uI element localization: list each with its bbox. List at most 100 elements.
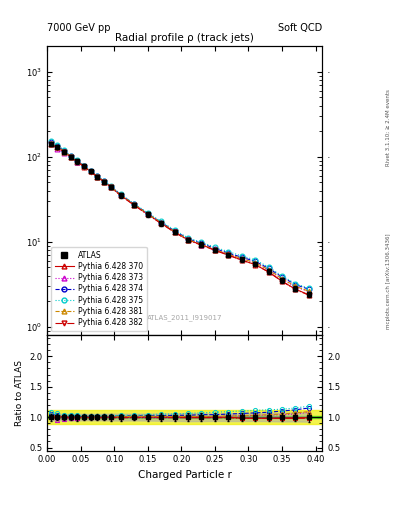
Pythia 6.428 382 [280, 278, 285, 284]
Pythia 6.428 381 [239, 255, 244, 262]
Line: Pythia 6.428 373: Pythia 6.428 373 [48, 142, 311, 294]
Pythia 6.428 381 [213, 247, 217, 253]
Pythia 6.428 373 [307, 289, 311, 295]
Pythia 6.428 382 [102, 179, 107, 185]
Pythia 6.428 373 [75, 159, 80, 165]
Pythia 6.428 370 [307, 292, 311, 298]
Pythia 6.428 373 [293, 284, 298, 290]
Pythia 6.428 370 [82, 163, 86, 169]
Pythia 6.428 374 [48, 139, 53, 145]
Pythia 6.428 374 [82, 163, 86, 169]
Pythia 6.428 382 [48, 141, 53, 147]
Pythia 6.428 375 [186, 234, 191, 241]
Pythia 6.428 370 [75, 159, 80, 165]
Pythia 6.428 381 [55, 143, 60, 150]
Pythia 6.428 373 [102, 179, 107, 185]
Pythia 6.428 374 [62, 148, 66, 154]
Bar [47, 410, 322, 424]
Pythia 6.428 374 [55, 143, 60, 149]
Pythia 6.428 381 [226, 251, 231, 257]
Pythia 6.428 375 [108, 183, 113, 189]
Pythia 6.428 374 [266, 265, 271, 271]
X-axis label: Charged Particle r: Charged Particle r [138, 470, 231, 480]
Pythia 6.428 370 [62, 148, 66, 155]
Pythia 6.428 375 [253, 257, 257, 263]
Pythia 6.428 382 [307, 292, 311, 298]
Pythia 6.428 370 [108, 184, 113, 190]
Pythia 6.428 381 [102, 179, 107, 185]
Pythia 6.428 382 [253, 262, 257, 268]
Pythia 6.428 382 [239, 257, 244, 263]
Pythia 6.428 374 [132, 201, 137, 207]
Pythia 6.428 382 [266, 269, 271, 275]
Pythia 6.428 374 [119, 191, 123, 198]
Pythia 6.428 373 [280, 276, 285, 282]
Pythia 6.428 373 [239, 255, 244, 262]
Pythia 6.428 375 [68, 153, 73, 159]
Pythia 6.428 370 [145, 211, 150, 218]
Pythia 6.428 370 [213, 247, 217, 253]
Pythia 6.428 381 [199, 241, 204, 247]
Pythia 6.428 375 [55, 142, 60, 148]
Pythia 6.428 375 [199, 239, 204, 245]
Pythia 6.428 381 [48, 140, 53, 146]
Pythia 6.428 370 [253, 262, 257, 268]
Y-axis label: Ratio to ATLAS: Ratio to ATLAS [15, 360, 24, 426]
Pythia 6.428 382 [145, 211, 150, 218]
Pythia 6.428 381 [293, 283, 298, 289]
Pythia 6.428 373 [88, 168, 93, 175]
Pythia 6.428 382 [172, 229, 177, 236]
Line: Pythia 6.428 382: Pythia 6.428 382 [48, 142, 311, 297]
Pythia 6.428 382 [199, 242, 204, 248]
Pythia 6.428 381 [132, 202, 137, 208]
Pythia 6.428 382 [88, 169, 93, 175]
Pythia 6.428 370 [293, 286, 298, 292]
Pythia 6.428 370 [186, 237, 191, 243]
Pythia 6.428 381 [68, 154, 73, 160]
Pythia 6.428 381 [95, 174, 100, 180]
Pythia 6.428 381 [108, 184, 113, 190]
Pythia 6.428 374 [108, 184, 113, 190]
Pythia 6.428 370 [159, 220, 163, 226]
Pythia 6.428 374 [307, 286, 311, 292]
Pythia 6.428 373 [48, 141, 53, 147]
Pythia 6.428 381 [145, 211, 150, 217]
Pythia 6.428 381 [82, 163, 86, 169]
Pythia 6.428 373 [62, 150, 66, 156]
Pythia 6.428 374 [186, 236, 191, 242]
Pythia 6.428 374 [68, 153, 73, 159]
Pythia 6.428 370 [68, 154, 73, 160]
Pythia 6.428 375 [239, 253, 244, 259]
Pythia 6.428 370 [48, 140, 53, 146]
Pythia 6.428 375 [95, 173, 100, 179]
Pythia 6.428 382 [108, 184, 113, 190]
Pythia 6.428 373 [55, 146, 60, 152]
Pythia 6.428 381 [75, 158, 80, 164]
Pythia 6.428 381 [253, 260, 257, 266]
Pythia 6.428 374 [199, 240, 204, 246]
Text: mcplots.cern.ch [arXiv:1306.3436]: mcplots.cern.ch [arXiv:1306.3436] [386, 234, 391, 329]
Pythia 6.428 373 [172, 229, 177, 235]
Pythia 6.428 375 [159, 218, 163, 224]
Pythia 6.428 374 [213, 245, 217, 251]
Pythia 6.428 382 [119, 193, 123, 199]
Pythia 6.428 374 [253, 258, 257, 264]
Pythia 6.428 381 [62, 148, 66, 155]
Pythia 6.428 370 [172, 229, 177, 235]
Pythia 6.428 374 [102, 178, 107, 184]
Pythia 6.428 373 [132, 202, 137, 208]
Pythia 6.428 375 [266, 264, 271, 270]
Pythia 6.428 374 [172, 228, 177, 234]
Pythia 6.428 381 [119, 192, 123, 198]
Pythia 6.428 382 [159, 221, 163, 227]
Pythia 6.428 373 [95, 174, 100, 180]
Text: ATLAS_2011_I919017: ATLAS_2011_I919017 [147, 314, 222, 321]
Pythia 6.428 370 [266, 269, 271, 275]
Pythia 6.428 370 [239, 257, 244, 263]
Pythia 6.428 374 [226, 250, 231, 256]
Pythia 6.428 375 [280, 273, 285, 279]
Pythia 6.428 382 [95, 174, 100, 180]
Pythia 6.428 373 [82, 163, 86, 169]
Pythia 6.428 381 [88, 168, 93, 175]
Pythia 6.428 381 [266, 267, 271, 273]
